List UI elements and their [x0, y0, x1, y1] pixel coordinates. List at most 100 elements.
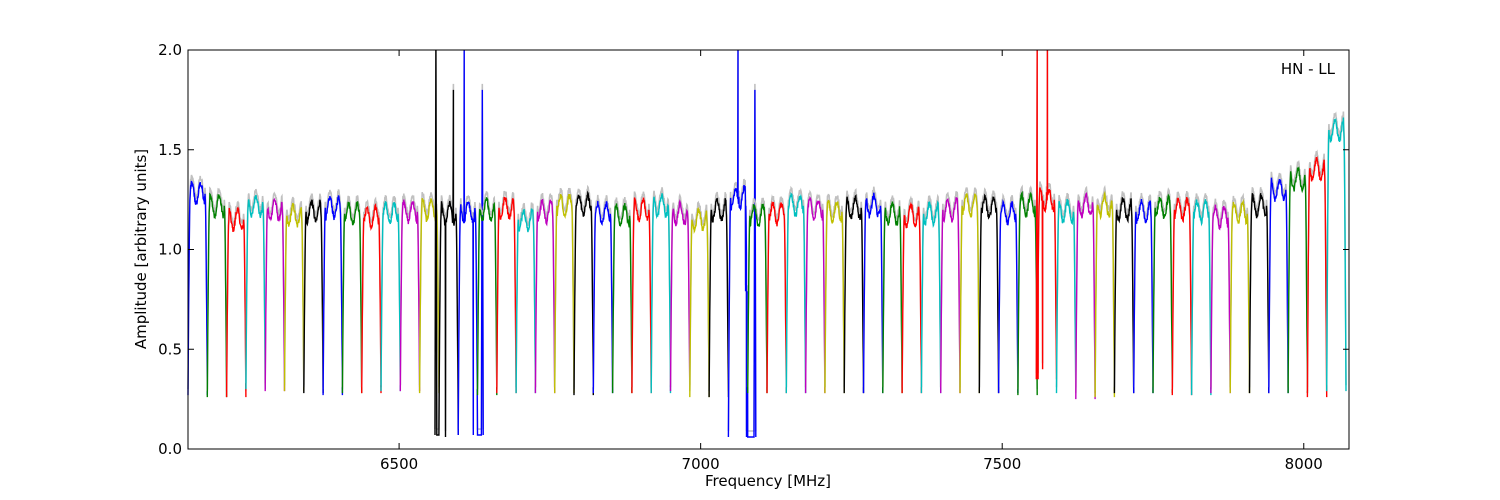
channel-trace: [1287, 166, 1309, 394]
background-trace: [1152, 187, 1174, 388]
channel-trace: [1190, 199, 1212, 396]
background-trace: [515, 202, 537, 388]
background-trace: [1094, 184, 1116, 392]
channel-trace: [283, 202, 305, 392]
channel-trace: [341, 201, 363, 394]
channel-trace: [1094, 190, 1116, 398]
channel-trace: [1171, 197, 1193, 396]
channel-trace: [534, 199, 556, 394]
background-trace: [399, 193, 421, 386]
y-axis-label: Amplitude [arbitrary units]: [132, 149, 150, 349]
background-trace: [434, 49, 459, 432]
channel-trace: [1133, 198, 1154, 394]
background-trace: [457, 49, 484, 430]
channel-trace: [399, 199, 421, 392]
channel-trace: [592, 200, 614, 394]
channel-trace: [611, 202, 633, 394]
channel-trace: [978, 193, 1000, 394]
channel-trace: [1017, 190, 1038, 396]
channel-trace: [824, 199, 845, 394]
channel-trace: [1326, 117, 1347, 392]
channel-trace: [1055, 198, 1077, 394]
channel-trace: [1268, 177, 1289, 394]
channel-trace: [1035, 49, 1058, 380]
channel-traces: [187, 49, 1347, 438]
background-trace: [1248, 187, 1270, 388]
channel-trace: [496, 196, 517, 394]
background-trace: [1325, 111, 1347, 386]
channel-trace: [1152, 193, 1173, 394]
channel-trace: [747, 203, 768, 394]
x-tick-label: 7500: [983, 455, 1021, 473]
channel-trace: [1248, 193, 1270, 394]
channel-trace: [1210, 204, 1231, 394]
channel-trace: [689, 206, 710, 398]
background-trace: [592, 194, 614, 388]
channel-trace: [515, 208, 537, 394]
channel-trace: [901, 201, 923, 394]
background-trace: [360, 196, 382, 388]
background-trace: [804, 189, 826, 388]
channel-trace: [206, 192, 228, 398]
x-axis-label: Frequency [MHz]: [705, 472, 831, 490]
channel-trace: [1306, 155, 1328, 398]
channel-trace: [766, 200, 787, 394]
channel-trace: [920, 200, 942, 394]
background-trace: [766, 194, 788, 388]
channel-trace: [380, 201, 401, 392]
x-tick-label: 8000: [1285, 455, 1323, 473]
channel-trace: [631, 197, 652, 394]
baseline-annotation: HN - LL: [1281, 60, 1336, 78]
channel-trace: [573, 190, 594, 396]
y-tick-label: 0.0: [158, 440, 182, 458]
channel-trace: [187, 180, 208, 396]
channel-trace: [303, 198, 324, 394]
channel-trace: [650, 193, 672, 394]
background-trace: [476, 191, 498, 390]
background-trace: [1229, 192, 1251, 388]
background-trace: [225, 200, 247, 392]
channel-trace: [361, 202, 382, 394]
channel-trace: [959, 193, 980, 394]
background-trace: [611, 197, 633, 388]
y-tick-label: 0.5: [158, 340, 182, 358]
channel-trace: [245, 194, 266, 390]
channel-trace: [669, 199, 691, 392]
background-trace: [553, 187, 575, 388]
channel-trace: [785, 192, 807, 394]
background-trace: [689, 200, 710, 392]
channel-trace: [997, 199, 1019, 394]
channel-trace: [225, 206, 247, 398]
y-tick-label: 2.0: [158, 41, 182, 59]
background-trace: [959, 187, 981, 388]
channel-trace: [708, 197, 730, 398]
x-tick-label: 6500: [380, 455, 418, 473]
channel-trace: [843, 194, 865, 394]
channel-trace: [1075, 192, 1096, 400]
channel-trace: [1113, 197, 1135, 394]
background-trace: [862, 186, 884, 388]
channel-trace: [804, 196, 826, 394]
channel-trace: [1229, 199, 1251, 394]
background-trace: [1190, 193, 1212, 390]
channel-trace: [457, 49, 484, 436]
background-trace: [1017, 184, 1038, 390]
channel-trace: [322, 195, 344, 396]
background-trace: [669, 193, 691, 386]
background-trace: [187, 174, 209, 390]
background-trace: [631, 191, 652, 388]
channel-trace: [434, 49, 459, 438]
channel-trace: [554, 193, 575, 394]
channel-trace: [882, 201, 903, 394]
background-trace: [746, 197, 768, 388]
channel-trace: [862, 192, 884, 394]
y-tick-label: 1.5: [158, 141, 182, 159]
channel-trace: [264, 197, 286, 392]
axis-ticks: 6500 7000 7500 8000 0.0 0.5 1.0 1.5 2.0: [158, 41, 1349, 473]
background-trace: [1055, 192, 1077, 388]
channel-trace: [940, 197, 961, 394]
x-tick-label: 7000: [682, 455, 720, 473]
channel-trace: [727, 49, 757, 438]
background-trace: [939, 191, 961, 388]
